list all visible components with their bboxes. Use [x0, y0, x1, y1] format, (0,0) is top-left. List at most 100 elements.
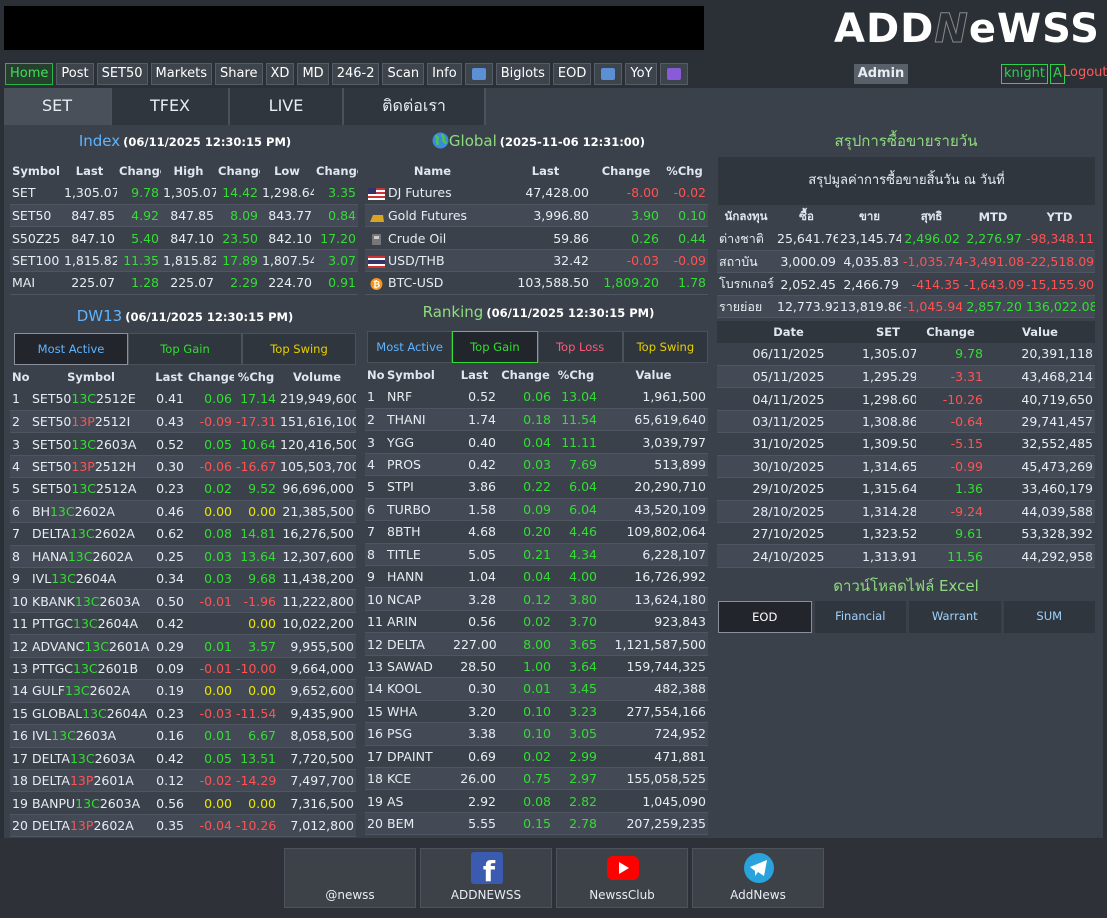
cell-text: 0.69: [468, 748, 496, 764]
nav-icon[interactable]: [464, 63, 493, 85]
main-tab[interactable]: SET: [4, 88, 112, 125]
nav-link[interactable]: Biglots: [495, 63, 550, 85]
table-cell: 1.04: [451, 565, 498, 589]
cell-text: 1,298.64: [262, 185, 314, 201]
cell-text: 32.42: [553, 253, 589, 269]
cell-text: 1,815.82: [64, 253, 117, 269]
table-cell: [186, 612, 234, 636]
filter-tab[interactable]: Most Active: [14, 333, 128, 365]
table-cell: DPAINT: [385, 745, 451, 768]
nav-link[interactable]: Markets: [150, 63, 213, 85]
cell-text: 0.01: [523, 681, 551, 697]
symbol-part: 2604A: [106, 705, 148, 721]
logout-link[interactable]: Logout: [1063, 65, 1107, 80]
main-tab[interactable]: TFEX: [112, 88, 230, 125]
svg-text:₿: ₿: [373, 279, 380, 290]
cell-text: 4.46: [569, 524, 597, 540]
table-cell: 0.00: [186, 500, 234, 524]
filter-tab[interactable]: Top Gain: [452, 331, 538, 363]
cell-text: 1,298.60: [862, 391, 916, 407]
main-tab[interactable]: ติดต่อเรา: [344, 88, 486, 125]
cell-text: 0.08: [523, 793, 551, 809]
admin-button[interactable]: Admin: [854, 64, 908, 84]
download-button[interactable]: EOD: [718, 601, 812, 633]
download-button[interactable]: SUM: [1003, 601, 1095, 633]
cell-text: -17.31: [236, 414, 277, 430]
table-cell: 0.10: [498, 722, 553, 746]
cell-text: 1,309.50: [862, 436, 916, 452]
column-header: นักลงทุน: [724, 209, 768, 223]
filter-tab[interactable]: Most Active: [367, 331, 453, 363]
cell-text: 15: [367, 703, 383, 719]
nav-link[interactable]: Post: [56, 63, 94, 85]
cell-text: 9: [12, 571, 20, 587]
cell-text: 847.85: [170, 208, 214, 224]
table-cell: 0.42: [152, 612, 186, 636]
nav-link[interactable]: EOD: [552, 63, 592, 85]
symbol-part: 13P: [69, 818, 94, 834]
nav-link[interactable]: MD: [297, 63, 329, 85]
nav-link[interactable]: Scan: [382, 63, 425, 85]
table-cell: 14: [365, 677, 385, 701]
cell-text: 11.35: [123, 253, 159, 269]
user-name[interactable]: knight: [1001, 64, 1048, 84]
table-cell: SET: [10, 182, 62, 205]
symbol-part: 13C: [49, 503, 75, 519]
table-cell: 2: [10, 410, 30, 434]
social-link[interactable]: NewssClub: [556, 848, 688, 908]
filter-tab[interactable]: Top Gain: [128, 333, 242, 365]
filter-tab[interactable]: Top Swing: [622, 331, 708, 363]
table-cell: 0.03: [498, 453, 553, 477]
table-cell: 2,496.02: [901, 228, 962, 251]
social-link[interactable]: AddNews: [692, 848, 824, 908]
dw13-tabs: Most Active Top Gain Top Swing: [14, 333, 356, 365]
social-label: NewssClub: [589, 888, 655, 902]
table-cell: 0.50: [152, 589, 186, 613]
column-header: ขาย: [858, 209, 881, 223]
filter-tab[interactable]: Top Swing: [242, 333, 356, 365]
symbol-part: 13C: [75, 795, 100, 811]
cell-text: STPI: [387, 479, 414, 495]
table-cell: 43,520,109: [599, 498, 708, 522]
download-button[interactable]: Warrant: [909, 601, 1001, 633]
nav-link[interactable]: Home: [5, 63, 54, 85]
social-link[interactable]: f ADDNEWSS: [420, 848, 552, 908]
table-cell: 5: [365, 475, 385, 499]
cell-text: NRF: [387, 389, 413, 405]
nav-link[interactable]: Info: [427, 63, 462, 85]
cell-text: 33,460,179: [1021, 481, 1093, 497]
table-cell: 0.25: [152, 545, 186, 569]
table-cell: 28/10/2025: [717, 500, 860, 524]
symbol-part: 13C: [67, 548, 93, 564]
table-cell: USD/THB: [365, 249, 500, 273]
table-cell: 14.81: [234, 522, 278, 546]
cell-text: 11,222,800: [282, 593, 354, 609]
ranking-tabs: Most Active Top Gain Top Loss Top Swing: [367, 331, 708, 363]
filter-tab[interactable]: Top Loss: [537, 331, 623, 363]
nav-link[interactable]: Share: [215, 63, 263, 85]
cell-text: 0.56: [156, 795, 184, 811]
nav-link[interactable]: XD: [265, 63, 295, 85]
nav-icon[interactable]: [594, 63, 623, 85]
social-link[interactable]: @newss: [284, 848, 416, 908]
table-cell: KBANK13C2603A: [30, 589, 152, 613]
cell-text: 14: [367, 681, 383, 697]
cell-text: 8,058,500: [290, 728, 354, 744]
symbol-part: SET50: [32, 481, 72, 497]
nav-icon[interactable]: [660, 63, 689, 85]
nav-link[interactable]: SET50: [96, 63, 148, 85]
nav-link[interactable]: 246-2: [331, 63, 380, 85]
cell-text: 0.30: [156, 459, 184, 475]
table-cell: -11.54: [234, 702, 278, 726]
symbol-part: PTTGC: [32, 616, 74, 632]
table-cell: 14: [10, 679, 30, 703]
table-cell: -14.29: [234, 769, 278, 793]
table-cell: 0.40: [451, 430, 498, 454]
main-tab[interactable]: LIVE: [230, 88, 344, 125]
download-button[interactable]: Financial: [814, 601, 906, 633]
table-cell: STPI: [385, 475, 451, 499]
cell-text: DJ Futures: [388, 185, 452, 201]
cell-text: 28/10/2025: [752, 503, 825, 519]
nav-link[interactable]: YoY: [625, 63, 658, 85]
table-cell: 2.99: [553, 745, 599, 768]
